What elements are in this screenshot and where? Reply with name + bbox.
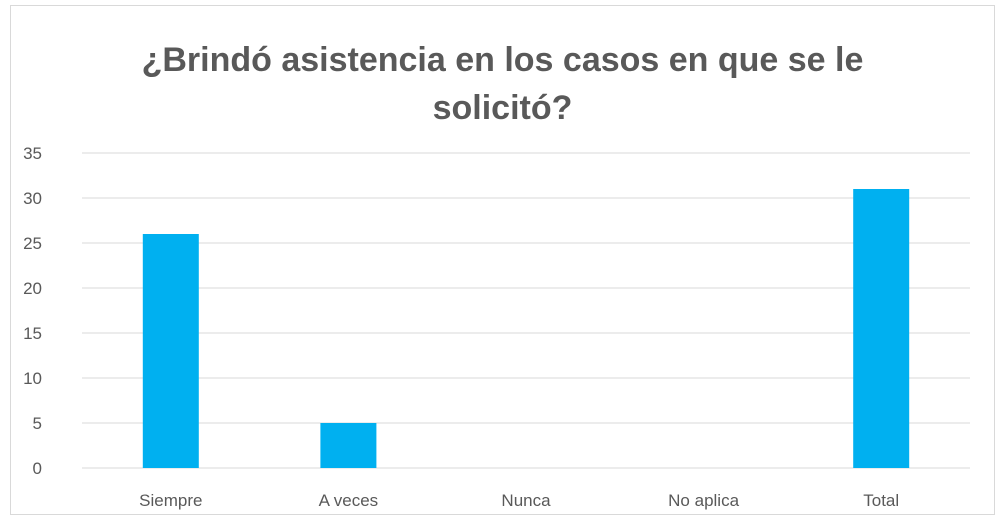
chart-title-line-1: ¿Brindó asistencia en los casos en que s… [141,41,864,79]
x-tick-label: Nunca [501,491,551,510]
bar-total [853,189,910,468]
chart-title-line-2: solicitó? [432,89,573,127]
bar-a-veces [320,423,377,468]
y-tick-label: 0 [33,459,42,478]
y-tick-label: 30 [23,189,42,208]
y-tick-label: 10 [23,369,42,388]
x-tick-label: Siempre [139,491,202,510]
x-tick-label: No aplica [668,491,739,510]
y-tick-label: 15 [23,324,42,343]
y-tick-label: 35 [23,144,42,163]
x-tick-label: Total [863,491,899,510]
bar-siempre [142,234,199,468]
y-tick-label: 20 [23,279,42,298]
y-tick-label: 25 [23,234,42,253]
y-tick-label: 5 [33,414,42,433]
x-tick-label: A veces [319,491,379,510]
chart-title: ¿Brindó asistencia en los casos en que s… [11,36,994,132]
